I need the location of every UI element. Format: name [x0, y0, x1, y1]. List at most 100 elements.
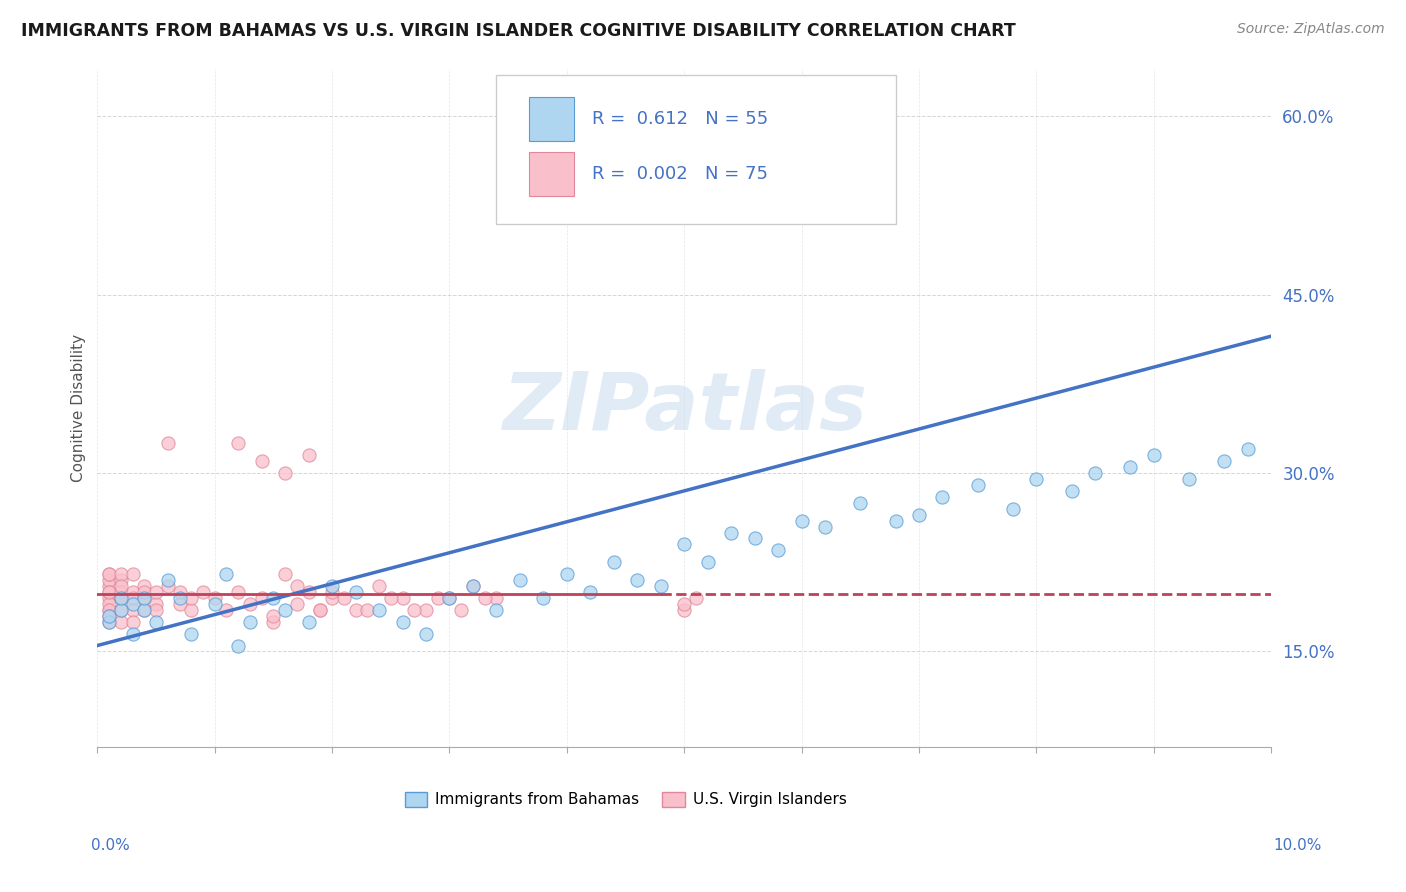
Point	[250, 454, 273, 468]
Point	[98, 579, 121, 593]
Point	[1143, 448, 1166, 462]
Point	[884, 514, 907, 528]
Text: 10.0%: 10.0%	[1274, 838, 1322, 854]
Point	[110, 603, 132, 617]
Point	[262, 615, 284, 629]
Point	[285, 597, 308, 611]
Point	[603, 555, 626, 569]
Point	[215, 603, 238, 617]
Point	[685, 591, 707, 605]
Point	[966, 478, 988, 492]
Point	[215, 567, 238, 582]
Point	[673, 537, 696, 551]
Point	[134, 585, 156, 599]
Point	[1178, 472, 1201, 486]
Point	[169, 591, 191, 605]
Point	[908, 508, 931, 522]
Point	[274, 567, 297, 582]
Point	[285, 579, 308, 593]
Point	[439, 591, 461, 605]
Point	[673, 597, 696, 611]
Point	[404, 603, 426, 617]
Point	[204, 591, 226, 605]
Point	[98, 615, 121, 629]
Point	[673, 603, 696, 617]
Y-axis label: Cognitive Disability: Cognitive Disability	[72, 334, 86, 482]
Point	[298, 448, 321, 462]
Point	[226, 436, 249, 450]
Point	[321, 585, 343, 599]
Point	[98, 567, 121, 582]
Point	[531, 591, 554, 605]
Point	[1119, 460, 1142, 475]
FancyBboxPatch shape	[529, 152, 574, 195]
Point	[485, 591, 508, 605]
Point	[461, 579, 484, 593]
Point	[110, 585, 132, 599]
Point	[298, 615, 321, 629]
Point	[626, 573, 648, 587]
Point	[156, 579, 179, 593]
FancyBboxPatch shape	[496, 75, 896, 225]
Point	[720, 525, 742, 540]
Point	[145, 603, 167, 617]
Point	[415, 603, 437, 617]
Point	[204, 597, 226, 611]
Point	[121, 597, 143, 611]
Point	[849, 496, 872, 510]
Text: R =  0.612   N = 55: R = 0.612 N = 55	[592, 111, 768, 128]
Point	[391, 591, 413, 605]
Point	[239, 615, 262, 629]
Point	[380, 591, 402, 605]
Point	[415, 626, 437, 640]
Point	[98, 597, 121, 611]
Point	[368, 603, 391, 617]
Point	[121, 585, 143, 599]
Point	[1060, 483, 1083, 498]
Point	[134, 603, 156, 617]
Point	[110, 615, 132, 629]
Text: Source: ZipAtlas.com: Source: ZipAtlas.com	[1237, 22, 1385, 37]
Point	[180, 626, 202, 640]
Point	[696, 555, 718, 569]
Point	[110, 591, 132, 605]
Point	[450, 603, 472, 617]
Point	[121, 626, 143, 640]
Point	[579, 585, 602, 599]
Point	[98, 585, 121, 599]
Point	[509, 573, 531, 587]
Point	[426, 591, 449, 605]
Point	[98, 608, 121, 623]
Point	[333, 591, 356, 605]
Point	[134, 591, 156, 605]
Point	[790, 514, 813, 528]
Point	[321, 591, 343, 605]
Point	[368, 579, 391, 593]
Point	[309, 603, 332, 617]
Point	[180, 603, 202, 617]
Point	[134, 591, 156, 605]
Point	[226, 639, 249, 653]
Point	[766, 543, 789, 558]
Point	[461, 579, 484, 593]
Point	[344, 603, 367, 617]
Point	[344, 585, 367, 599]
Point	[555, 567, 578, 582]
Point	[110, 567, 132, 582]
Point	[1236, 442, 1258, 457]
Point	[1213, 454, 1236, 468]
Point	[262, 591, 284, 605]
Point	[110, 579, 132, 593]
Text: IMMIGRANTS FROM BAHAMAS VS U.S. VIRGIN ISLANDER COGNITIVE DISABILITY CORRELATION: IMMIGRANTS FROM BAHAMAS VS U.S. VIRGIN I…	[21, 22, 1017, 40]
Point	[98, 603, 121, 617]
Point	[239, 597, 262, 611]
Point	[814, 519, 837, 533]
Point	[134, 579, 156, 593]
Point	[309, 603, 332, 617]
Point	[180, 591, 202, 605]
Point	[262, 608, 284, 623]
Point	[1025, 472, 1047, 486]
Text: 0.0%: 0.0%	[91, 838, 131, 854]
Point	[650, 579, 672, 593]
Point	[744, 532, 766, 546]
